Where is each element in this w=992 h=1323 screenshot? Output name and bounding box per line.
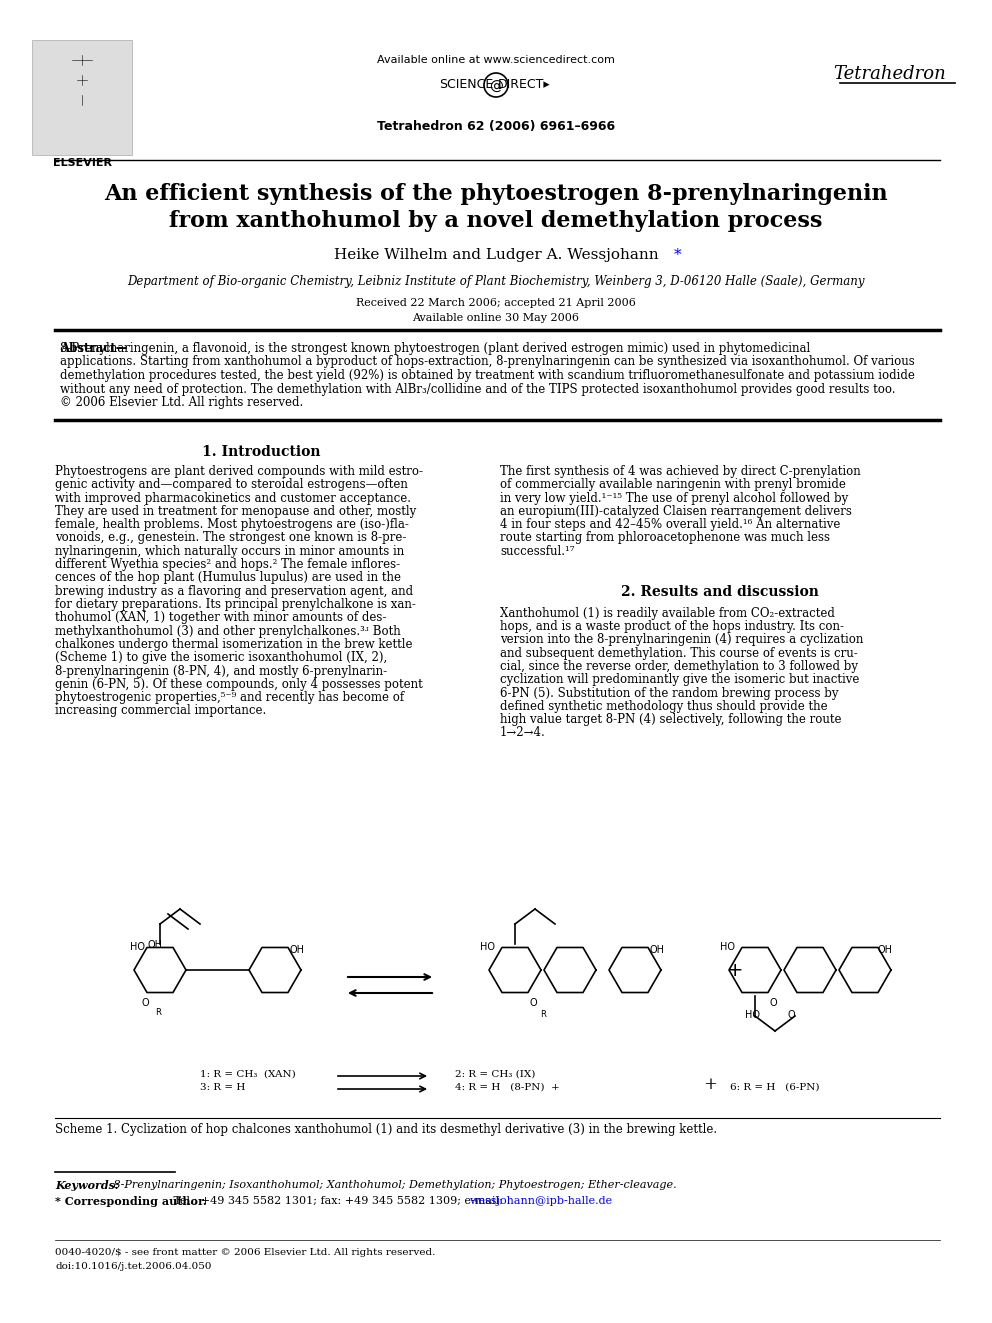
- Text: high value target 8-PN (4) selectively, following the route: high value target 8-PN (4) selectively, …: [500, 713, 841, 726]
- Text: chalkones undergo thermal isomerization in the brew kettle: chalkones undergo thermal isomerization …: [55, 638, 413, 651]
- Text: hops, and is a waste product of the hops industry. Its con-: hops, and is a waste product of the hops…: [500, 620, 844, 632]
- Text: Available online 30 May 2006: Available online 30 May 2006: [413, 314, 579, 323]
- Text: Keywords:: Keywords:: [55, 1180, 119, 1191]
- Text: Department of Bio-organic Chemistry, Leibniz Institute of Plant Biochemistry, We: Department of Bio-organic Chemistry, Lei…: [127, 275, 865, 288]
- Text: Xanthohumol (1) is readily available from CO₂-extracted: Xanthohumol (1) is readily available fro…: [500, 607, 835, 619]
- Text: 4: R = H   (8-PN)  +: 4: R = H (8-PN) +: [455, 1084, 559, 1091]
- Text: Tetrahedron 62 (2006) 6961–6966: Tetrahedron 62 (2006) 6961–6966: [377, 120, 615, 134]
- Text: genin (6-PN, 5). Of these compounds, only 4 possesses potent: genin (6-PN, 5). Of these compounds, onl…: [55, 677, 423, 691]
- Text: DIRECT▸: DIRECT▸: [498, 78, 551, 91]
- Text: for dietary preparations. Its principal prenylchalkone is xan-: for dietary preparations. Its principal …: [55, 598, 416, 611]
- Text: Tetrahedron: Tetrahedron: [833, 65, 946, 83]
- Text: 6-PN (5). Substitution of the random brewing process by: 6-PN (5). Substitution of the random bre…: [500, 687, 838, 700]
- Text: O: O: [530, 998, 538, 1008]
- Text: doi:10.1016/j.tet.2006.04.050: doi:10.1016/j.tet.2006.04.050: [55, 1262, 211, 1271]
- Text: © 2006 Elsevier Ltd. All rights reserved.: © 2006 Elsevier Ltd. All rights reserved…: [60, 396, 304, 409]
- Text: increasing commercial importance.: increasing commercial importance.: [55, 704, 266, 717]
- Text: with improved pharmacokinetics and customer acceptance.: with improved pharmacokinetics and custo…: [55, 492, 411, 504]
- Text: HO: HO: [745, 1009, 760, 1020]
- Text: of commercially available naringenin with prenyl bromide: of commercially available naringenin wit…: [500, 479, 846, 491]
- Text: phytoestrogenic properties,⁵⁻⁹ and recently has become of: phytoestrogenic properties,⁵⁻⁹ and recen…: [55, 691, 404, 704]
- Text: OH: OH: [148, 941, 163, 950]
- Text: and subsequent demethylation. This course of events is cru-: and subsequent demethylation. This cours…: [500, 647, 858, 660]
- Bar: [32, 40, 132, 155]
- Text: 2: R = CH₃ (IX): 2: R = CH₃ (IX): [455, 1070, 536, 1080]
- Text: 8-prenylnaringenin (8-PN, 4), and mostly 6-prenylnarin-: 8-prenylnaringenin (8-PN, 4), and mostly…: [55, 664, 387, 677]
- Text: O: O: [142, 998, 150, 1008]
- Text: without any need of protection. The demethylation with AlBr₃/collidine and of th: without any need of protection. The deme…: [60, 382, 896, 396]
- Text: Received 22 March 2006; accepted 21 April 2006: Received 22 March 2006; accepted 21 Apri…: [356, 298, 636, 308]
- Text: * Corresponding author.: * Corresponding author.: [55, 1196, 206, 1207]
- Text: 1→2→4.: 1→2→4.: [500, 726, 546, 740]
- Text: version into the 8-prenylnaringenin (4) requires a cyclization: version into the 8-prenylnaringenin (4) …: [500, 634, 863, 647]
- Text: cences of the hop plant (Humulus lupulus) are used in the: cences of the hop plant (Humulus lupulus…: [55, 572, 401, 585]
- Text: genic activity and—compared to steroidal estrogens—often: genic activity and—compared to steroidal…: [55, 479, 408, 491]
- Text: *: *: [674, 247, 682, 262]
- Text: O: O: [770, 998, 778, 1008]
- Text: defined synthetic methodology thus should provide the: defined synthetic methodology thus shoul…: [500, 700, 827, 713]
- Text: Phytoestrogens are plant derived compounds with mild estro-: Phytoestrogens are plant derived compoun…: [55, 464, 423, 478]
- Text: 1: R = CH₃  (XAN): 1: R = CH₃ (XAN): [200, 1070, 296, 1080]
- Text: HO: HO: [480, 942, 495, 953]
- Text: R: R: [155, 1008, 161, 1017]
- Text: @: @: [489, 79, 503, 94]
- Text: 6: R = H   (6-PN): 6: R = H (6-PN): [730, 1084, 819, 1091]
- Text: SCIENCE: SCIENCE: [438, 78, 493, 91]
- Text: vonoids, e.g., genestein. The strongest one known is 8-pre-: vonoids, e.g., genestein. The strongest …: [55, 532, 407, 545]
- Text: OH: OH: [650, 945, 665, 955]
- Text: nylnaringenin, which naturally occurs in minor amounts in: nylnaringenin, which naturally occurs in…: [55, 545, 405, 558]
- Text: HO: HO: [720, 942, 735, 953]
- Text: an europium(III)-catalyzed Claisen rearrangement delivers: an europium(III)-catalyzed Claisen rearr…: [500, 505, 852, 517]
- Text: thohumol (XAN, 1) together with minor amounts of des-: thohumol (XAN, 1) together with minor am…: [55, 611, 386, 624]
- Text: They are used in treatment for menopause and other, mostly: They are used in treatment for menopause…: [55, 505, 417, 517]
- Text: O: O: [788, 1009, 796, 1020]
- Text: The first synthesis of 4 was achieved by direct C-prenylation: The first synthesis of 4 was achieved by…: [500, 464, 861, 478]
- Text: Available online at www.sciencedirect.com: Available online at www.sciencedirect.co…: [377, 56, 615, 65]
- Text: 0040-4020/$ - see front matter © 2006 Elsevier Ltd. All rights reserved.: 0040-4020/$ - see front matter © 2006 El…: [55, 1248, 435, 1257]
- Text: different Wyethia species² and hops.² The female inflores-: different Wyethia species² and hops.² Th…: [55, 558, 400, 572]
- Text: OH: OH: [290, 945, 305, 955]
- Text: brewing industry as a flavoring and preservation agent, and: brewing industry as a flavoring and pres…: [55, 585, 413, 598]
- Text: (Scheme 1) to give the isomeric isoxanthohumol (IX, 2),: (Scheme 1) to give the isomeric isoxanth…: [55, 651, 387, 664]
- Text: Abstract—: Abstract—: [60, 343, 128, 355]
- Text: +: +: [727, 960, 743, 979]
- Text: successful.¹⁷: successful.¹⁷: [500, 545, 574, 558]
- Text: 2. Results and discussion: 2. Results and discussion: [621, 585, 819, 599]
- Text: An efficient synthesis of the phytoestrogen 8-prenylnaringenin: An efficient synthesis of the phytoestro…: [104, 183, 888, 205]
- Text: 3: R = H: 3: R = H: [200, 1084, 245, 1091]
- Text: OH: OH: [878, 945, 893, 955]
- Text: 8-Prenylnaringenin; Isoxanthohumol; Xanthohumol; Demethylation; Phytoestrogen; E: 8-Prenylnaringenin; Isoxanthohumol; Xant…: [110, 1180, 677, 1189]
- Text: +: +: [703, 1076, 717, 1093]
- Text: 1. Introduction: 1. Introduction: [201, 445, 320, 459]
- Text: applications. Starting from xanthohumol a byproduct of hops-extraction, 8-prenyl: applications. Starting from xanthohumol …: [60, 356, 915, 369]
- Text: route starting from phloroacetophenone was much less: route starting from phloroacetophenone w…: [500, 532, 830, 545]
- Text: in very low yield.¹⁻¹⁵ The use of prenyl alcohol followed by: in very low yield.¹⁻¹⁵ The use of prenyl…: [500, 492, 848, 504]
- Text: Heike Wilhelm and Ludger A. Wessjohann: Heike Wilhelm and Ludger A. Wessjohann: [333, 247, 659, 262]
- Text: methylxanthohumol (3) and other prenylchalkones.³ʴ Both: methylxanthohumol (3) and other prenylch…: [55, 624, 401, 638]
- Text: Tel.: +49 345 5582 1301; fax: +49 345 5582 1309; e-mail:: Tel.: +49 345 5582 1301; fax: +49 345 55…: [170, 1196, 506, 1207]
- Text: Scheme 1. Cyclization of hop chalcones xanthohumol (1) and its desmethyl derivat: Scheme 1. Cyclization of hop chalcones x…: [55, 1123, 717, 1136]
- Text: cial, since the reverse order, demethylation to 3 followed by: cial, since the reverse order, demethyla…: [500, 660, 858, 673]
- Text: 4 in four steps and 42–45% overall yield.¹⁶ An alternative: 4 in four steps and 42–45% overall yield…: [500, 519, 840, 532]
- Text: from xanthohumol by a novel demethylation process: from xanthohumol by a novel demethylatio…: [170, 210, 822, 232]
- Text: ELSEVIER: ELSEVIER: [53, 157, 111, 168]
- Text: female, health problems. Most phytoestrogens are (iso-)fla-: female, health problems. Most phytoestro…: [55, 519, 409, 532]
- Text: wessjohann@ipb-halle.de: wessjohann@ipb-halle.de: [470, 1196, 613, 1207]
- Text: cyclization will predominantly give the isomeric but inactive: cyclization will predominantly give the …: [500, 673, 859, 687]
- Text: R: R: [540, 1009, 546, 1019]
- Text: 8-Prenylnaringenin, a flavonoid, is the strongest known phytoestrogen (plant der: 8-Prenylnaringenin, a flavonoid, is the …: [60, 343, 810, 355]
- Text: HO: HO: [130, 942, 145, 953]
- Text: demethylation procedures tested, the best yield (92%) is obtained by treatment w: demethylation procedures tested, the bes…: [60, 369, 915, 382]
